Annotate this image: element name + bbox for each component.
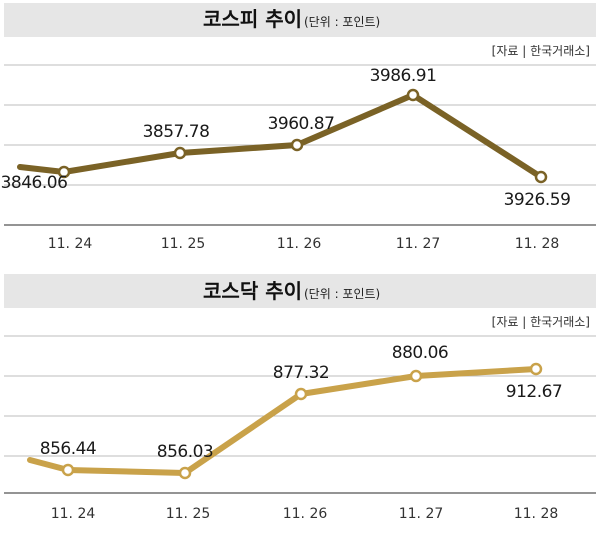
kosdaq-point	[178, 466, 192, 480]
kospi-data-label: 3960.87	[268, 114, 335, 134]
kospi-x-axis: 11. 24 11. 25 11. 26 11. 27 11. 28	[48, 236, 560, 252]
kosdaq-data-label: 912.67	[506, 382, 562, 402]
kospi-unit: (단위 : 포인트)	[304, 15, 380, 29]
kosdaq-tick-label: 11. 28	[514, 506, 559, 522]
kosdaq-point	[294, 387, 308, 401]
kospi-series-line	[17, 92, 544, 180]
kosdaq-unit: (단위 : 포인트)	[304, 287, 380, 301]
kospi-tick-label: 11. 27	[396, 236, 441, 252]
kosdaq-point	[61, 463, 75, 477]
kosdaq-tick-label: 11. 26	[283, 506, 328, 522]
kosdaq-title: 코스닥 추이	[203, 279, 302, 303]
kospi-data-label: 3846.06	[1, 173, 68, 193]
kospi-point	[290, 138, 304, 152]
kosdaq-data-label: 880.06	[392, 343, 448, 363]
kospi-tick-label: 11. 26	[277, 236, 322, 252]
kosdaq-series-line	[27, 366, 539, 476]
kospi-point	[534, 170, 548, 184]
kospi-title: 코스피 추이	[203, 7, 302, 31]
kospi-data-label: 3857.78	[143, 122, 210, 142]
kosdaq-source: [자료 | 한국거래소]	[492, 315, 590, 329]
kosdaq-data-label: 856.03	[157, 442, 213, 462]
kospi-source: [자료 | 한국거래소]	[492, 44, 590, 58]
kosdaq-chart: 코스닥 추이 (단위 : 포인트) [자료 | 한국거래소] 856.44 856…	[4, 274, 596, 522]
kosdaq-plot-area: 856.44 856.03 877.32 880.06 912.67	[27, 343, 563, 480]
kospi-tick-label: 11. 24	[48, 236, 93, 252]
kosdaq-point	[529, 362, 543, 376]
kospi-data-label: 3986.91	[370, 66, 437, 86]
kosdaq-tick-label: 11. 27	[399, 506, 444, 522]
kospi-point	[173, 146, 187, 160]
kospi-title-bar	[4, 3, 596, 37]
kosdaq-title-bar	[4, 274, 596, 308]
kospi-plot-area: 3846.06 3857.78 3960.87 3986.91 3926.59	[1, 66, 571, 210]
kosdaq-gridlines	[4, 335, 596, 494]
kospi-tick-label: 11. 28	[515, 236, 560, 252]
kosdaq-tick-label: 11. 24	[51, 506, 96, 522]
kospi-point	[57, 165, 71, 179]
kosdaq-x-axis: 11. 24 11. 25 11. 26 11. 27 11. 28	[51, 506, 559, 522]
kosdaq-tick-label: 11. 25	[166, 506, 211, 522]
kosdaq-point	[409, 369, 423, 383]
kosdaq-data-label: 877.32	[273, 363, 329, 383]
kosdaq-data-label: 856.44	[40, 439, 96, 459]
kospi-data-label: 3926.59	[504, 190, 571, 210]
kospi-tick-label: 11. 25	[161, 236, 206, 252]
kospi-chart: 코스피 추이 (단위 : 포인트) [자료 | 한국거래소] 3846.0638…	[1, 3, 596, 252]
kospi-point	[406, 88, 420, 102]
